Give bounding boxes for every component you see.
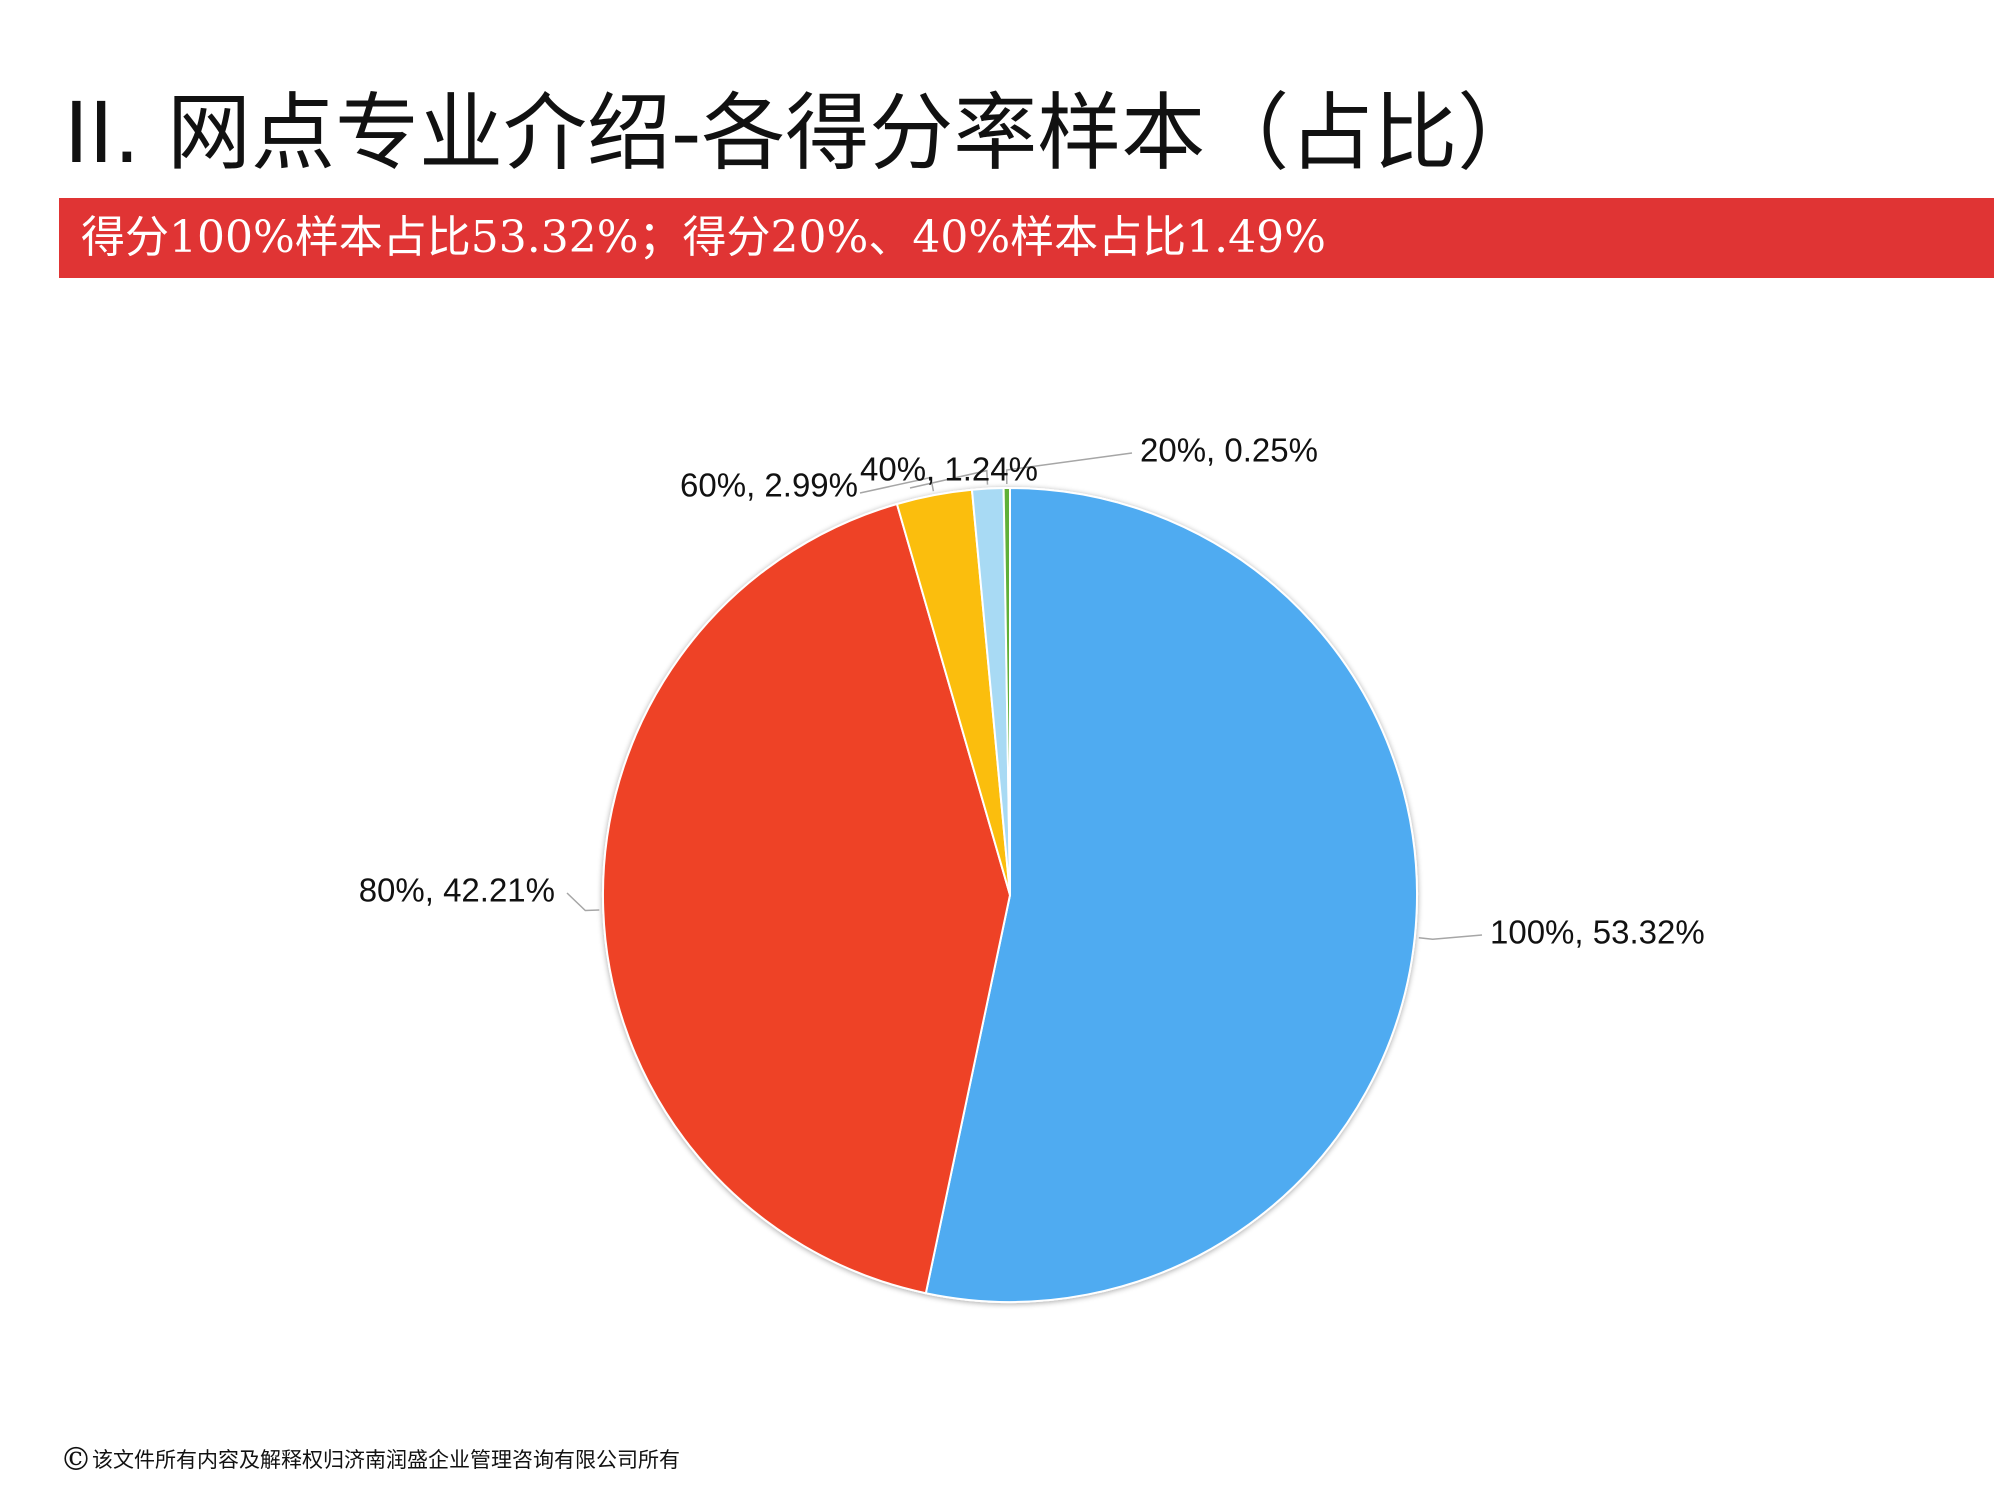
- page-title: II. 网点专业介绍-各得分率样本（占比）: [64, 84, 1542, 182]
- leader-line-60: [859, 476, 935, 494]
- pie-leader-lines: [566, 452, 1483, 940]
- leader-line-80: [566, 892, 600, 912]
- pie-data-labels: 100%, 53.32% 80%, 42.21% 60%, 2.99% 40%, 1.…: [359, 432, 1705, 951]
- summary-banner-text: 得分100%样本占比53.32%；得分20%、40%样本占比1.49%: [81, 212, 1326, 263]
- leader-line-20: [1005, 452, 1133, 485]
- data-label-100: 100%, 53.32%: [1490, 914, 1705, 951]
- data-label-40: 40%, 1.24%: [860, 451, 1038, 488]
- data-label-80: 80%, 42.21%: [359, 872, 555, 909]
- pie-slice-100: [924, 486, 1418, 1303]
- summary-banner: 得分100%样本占比53.32%；得分20%、40%样本占比1.49%: [59, 198, 1994, 278]
- pie-slice-20: [1002, 486, 1011, 896]
- data-label-60: 60%, 2.99%: [680, 467, 858, 504]
- pie-slice-80: [602, 502, 1012, 1295]
- leader-line-40: [909, 469, 989, 489]
- copyright-icon: ©: [60, 1440, 92, 1478]
- copyright-text: 该文件所有内容及解释权归济南润盛企业管理咨询有限公司所有: [92, 1448, 680, 1472]
- copyright-footer: ©该文件所有内容及解释权归济南润盛企业管理咨询有限公司所有: [60, 1442, 680, 1477]
- data-label-20: 20%, 0.25%: [1140, 432, 1318, 469]
- pie-slices: [602, 486, 1418, 1303]
- leader-line-100: [1418, 934, 1483, 940]
